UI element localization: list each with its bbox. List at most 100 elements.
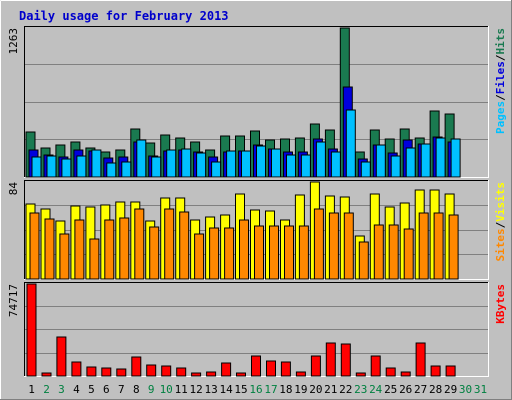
bar-pages-day-19: [300, 154, 311, 178]
x-tick-label-day-27: 27: [414, 383, 427, 396]
bar-sites-day-15: [239, 219, 249, 280]
bar-pages-day-1: [31, 156, 42, 178]
bar-pages-day-17: [271, 148, 281, 178]
bar-kbytes-day-4: [71, 361, 82, 377]
bar-kbytes-day-21: [325, 342, 336, 377]
x-tick-label-day-11: 11: [175, 383, 188, 396]
bar-kbytes-day-6: [101, 367, 112, 377]
bar-sites-day-25: [388, 224, 399, 280]
bar-sites-day-2: [44, 218, 55, 280]
bar-sites-day-5: [89, 238, 100, 280]
bar-pages-day-9: [151, 156, 162, 178]
bar-pages-day-2: [46, 155, 57, 178]
x-tick-label-day-9: 9: [148, 383, 155, 396]
bar-sites-day-26: [403, 228, 414, 280]
bar-sites-day-13: [209, 227, 220, 280]
bar-pages-day-11: [181, 148, 192, 178]
bar-pages-day-28: [435, 137, 446, 178]
x-tick-label-day-23: 23: [354, 383, 367, 396]
bar-sites-day-23: [358, 241, 369, 280]
bar-sites-day-27: [418, 212, 429, 280]
bar-pages-day-14: [226, 150, 237, 178]
x-tick-label-day-29: 29: [444, 383, 457, 396]
x-tick-label-day-2: 2: [43, 383, 50, 396]
bar-sites-day-16: [254, 225, 264, 280]
x-tick-label-day-8: 8: [133, 383, 140, 396]
bar-pages-day-25: [390, 155, 401, 178]
bar-sites-day-29: [448, 214, 459, 280]
bar-sites-day-24: [373, 224, 384, 280]
x-tick-label-day-24: 24: [369, 383, 383, 396]
bar-kbytes-day-3: [56, 336, 67, 377]
x-tick-label-day-5: 5: [88, 383, 95, 396]
x-tick-label-day-28: 28: [429, 383, 442, 396]
panel-legend: KBytes: [494, 284, 507, 324]
bar-kbytes-day-15: [236, 372, 246, 377]
bar-pages-day-7: [121, 161, 132, 178]
bar-sites-day-19: [298, 225, 309, 280]
x-tick-label-day-12: 12: [189, 383, 202, 396]
bar-sites-day-12: [194, 233, 205, 280]
bar-pages-day-29: [450, 138, 461, 178]
bar-kbytes-day-8: [131, 356, 142, 377]
legend-sites: Sites: [494, 228, 507, 261]
bar-pages-day-26: [405, 147, 416, 178]
x-tick-label-day-22: 22: [339, 383, 352, 396]
bar-kbytes-day-1: [26, 283, 37, 377]
bar-kbytes-day-29: [445, 365, 456, 377]
x-tick-label-day-31: 31: [474, 383, 487, 396]
bar-kbytes-day-22: [340, 343, 351, 377]
bar-kbytes-day-2: [41, 372, 52, 377]
bar-sites-day-6: [104, 219, 115, 280]
bar-kbytes-day-12: [191, 372, 202, 377]
bar-pages-day-8: [136, 139, 147, 178]
bar-pages-day-23: [360, 161, 371, 178]
bar-sites-day-1: [29, 212, 40, 280]
bar-sites-day-14: [224, 227, 235, 280]
panel-max-label: 74717: [7, 284, 20, 317]
bar-pages-day-6: [106, 162, 117, 178]
x-tick-label-day-18: 18: [279, 383, 292, 396]
bar-kbytes-day-18: [280, 361, 291, 377]
x-tick-label-day-25: 25: [384, 383, 397, 396]
x-tick-label-day-13: 13: [204, 383, 217, 396]
bar-pages-day-4: [76, 155, 87, 178]
x-tick-label-day-19: 19: [294, 383, 307, 396]
x-tick-label-day-26: 26: [399, 383, 412, 396]
bar-pages-day-16: [256, 145, 266, 178]
x-tick-label-day-7: 7: [118, 383, 125, 396]
bar-pages-day-15: [241, 150, 251, 178]
bar-kbytes-day-26: [400, 371, 411, 377]
panel-legend: Sites/Visits: [494, 182, 507, 262]
bar-sites-day-22: [343, 212, 354, 280]
x-tick-label-day-15: 15: [234, 383, 247, 396]
bar-kbytes-day-13: [206, 371, 217, 377]
legend-kbytes: KBytes: [494, 284, 507, 324]
legend-separator: /: [494, 94, 507, 101]
legend-separator: /: [494, 54, 507, 61]
bar-pages-day-13: [211, 161, 222, 178]
panel-legend: Pages/Files/Hits: [494, 28, 507, 134]
bar-sites-day-20: [313, 208, 324, 280]
x-tick-label-day-1: 1: [28, 383, 35, 396]
bar-kbytes-day-16: [251, 355, 261, 377]
bar-kbytes-day-19: [295, 371, 306, 377]
bar-sites-day-3: [59, 233, 70, 280]
bar-kbytes-day-24: [370, 355, 381, 377]
legend-hits: Hits: [494, 28, 507, 55]
bar-pages-day-18: [286, 154, 296, 178]
bar-kbytes-day-10: [161, 365, 172, 377]
bar-kbytes-day-9: [146, 364, 157, 377]
bar-pages-day-24: [375, 144, 386, 178]
bar-kbytes-day-25: [385, 367, 396, 377]
bar-sites-day-18: [284, 225, 294, 280]
x-tick-label-day-6: 6: [103, 383, 110, 396]
bar-pages-day-12: [196, 152, 207, 178]
bar-sites-day-9: [149, 226, 160, 280]
bar-pages-day-22: [345, 109, 356, 178]
bar-sites-day-7: [119, 217, 130, 280]
bar-sites-day-21: [328, 212, 339, 280]
bar-sites-day-17: [269, 225, 279, 280]
x-axis-day-labels: 1 2 3 4 5 6 7 8 9 10 11 12 13 14 15 16 17 18 19 20 21 22 23 24 2…: [28, 383, 487, 396]
chart-title: Daily usage for February 2013: [19, 9, 229, 23]
